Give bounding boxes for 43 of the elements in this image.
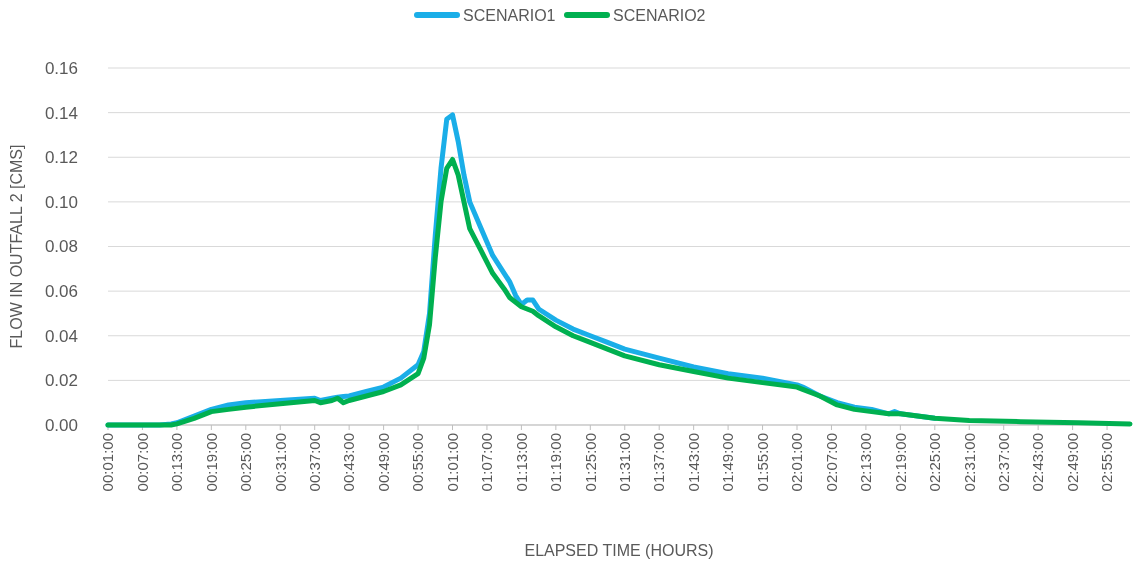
y-axis-title: FLOW IN OUTFALL 2 [CMS] [8, 144, 25, 349]
y-tick-label: 0.12 [44, 148, 78, 168]
x-tick-label: 01:25:00 [581, 433, 599, 492]
x-tick-label: 01:07:00 [478, 433, 496, 492]
y-tick-label: 0.16 [44, 58, 78, 78]
y-tick-label: 0.14 [44, 103, 78, 123]
x-tick-label: 00:13:00 [168, 433, 186, 492]
x-tick-label: 01:19:00 [547, 433, 565, 492]
y-tick-label: 0.08 [44, 237, 78, 257]
y-tick-label: 0.04 [44, 326, 78, 346]
x-tick-label: 02:13:00 [857, 433, 875, 492]
x-tick-label: 02:31:00 [960, 433, 978, 492]
x-tick-label: 00:19:00 [202, 433, 220, 492]
x-tick-label: 00:55:00 [409, 433, 427, 492]
x-tick-label: 00:07:00 [133, 433, 151, 492]
x-tick-label: 00:31:00 [271, 433, 289, 492]
y-tick-label: 0.02 [44, 371, 78, 391]
y-tick-label: 0.00 [44, 415, 78, 435]
x-tick-label: 02:19:00 [891, 433, 909, 492]
x-tick-label: 02:07:00 [822, 433, 840, 492]
x-tick-label: 01:49:00 [719, 433, 737, 492]
x-tick-label: 02:37:00 [994, 433, 1012, 492]
x-tick-label: 01:37:00 [650, 433, 668, 492]
x-tick-label: 00:43:00 [340, 433, 358, 492]
legend-label: SCENARIO1 [463, 6, 556, 24]
x-tick-label: 02:25:00 [926, 433, 944, 492]
x-tick-label: 02:01:00 [788, 433, 806, 492]
y-tick-label: 0.10 [44, 192, 78, 212]
x-tick-label: 01:01:00 [443, 433, 461, 492]
x-tick-label: 01:13:00 [512, 433, 530, 492]
x-tick-label: 00:37:00 [305, 433, 323, 492]
x-tick-label: 00:49:00 [374, 433, 392, 492]
legend-label: SCENARIO2 [613, 6, 706, 24]
x-tick-label: 02:55:00 [1098, 433, 1116, 492]
x-tick-label: 00:01:00 [99, 433, 117, 492]
x-tick-label: 02:49:00 [1063, 433, 1081, 492]
x-axis-title: ELAPSED TIME (HOURS) [524, 542, 714, 559]
x-tick-label: 02:43:00 [1029, 433, 1047, 492]
x-tick-label: 01:43:00 [684, 433, 702, 492]
x-tick-label: 00:25:00 [237, 433, 255, 492]
x-tick-label: 01:55:00 [753, 433, 771, 492]
y-tick-label: 0.06 [44, 282, 78, 302]
x-tick-label: 01:31:00 [616, 433, 633, 492]
